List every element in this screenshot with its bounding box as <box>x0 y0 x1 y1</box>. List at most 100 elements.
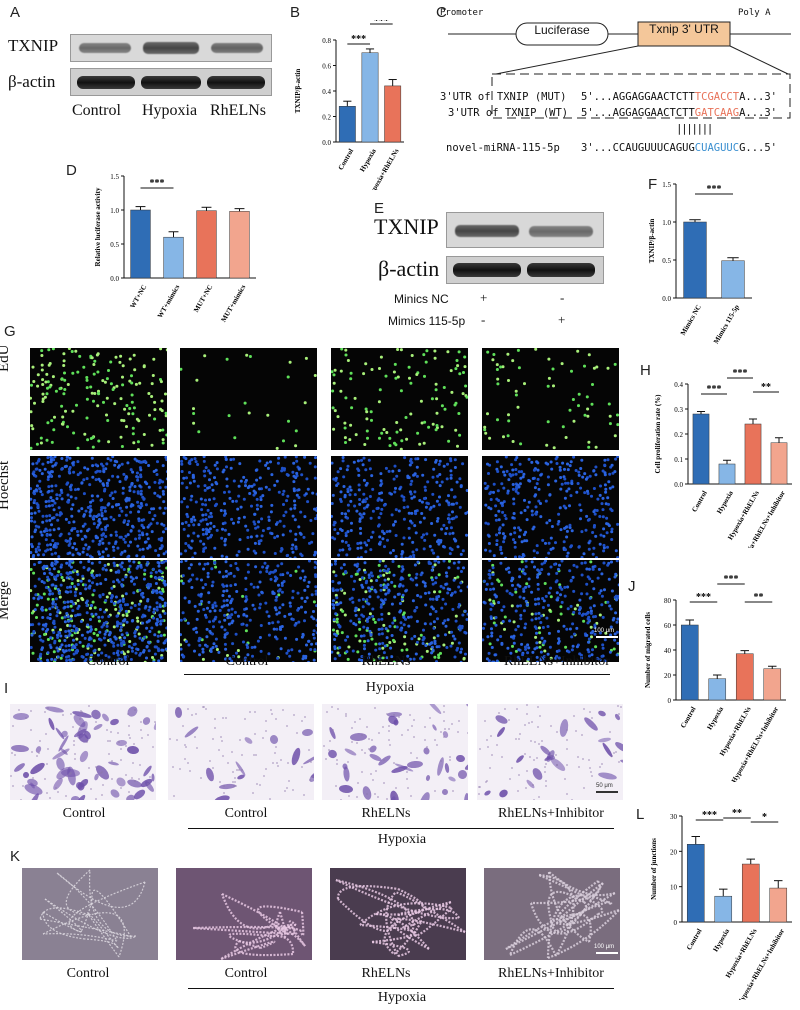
pairing-bars: ||||||| <box>676 122 713 135</box>
k-image-c2 <box>330 868 466 960</box>
chart-d-ytick-label: 1.0 <box>110 207 119 215</box>
chart-f-ylabel: TXNIP/β-actin <box>648 219 656 264</box>
chart-d-bar-2 <box>196 210 217 279</box>
panel-label-k: K <box>10 848 21 865</box>
chart-f: 0.0 0.5 1.0 1.5 TXNIP/β-actin Mimics NC Mimics… <box>648 181 752 345</box>
blot-e-row-actin: β-actin <box>378 256 440 281</box>
blot-a-actin-strip <box>70 68 272 96</box>
mut-seq-label: 3'UTR of TXNIP (MUT) <box>440 91 567 103</box>
chart-h-sig-text-0: *** <box>707 384 722 395</box>
chart-h-ylabel: Cell proliferation rate (%) <box>654 394 662 474</box>
i-col-control: Control <box>62 806 106 821</box>
chart-d-bar-0 <box>130 209 151 279</box>
k-hypoxia-label: Hypoxia <box>377 990 427 1005</box>
chart-j-sig-text-2: ** <box>754 592 764 603</box>
panel-label-g: G <box>4 323 16 340</box>
blot-a-lane-control: Control <box>72 102 121 119</box>
chart-j-ytick-label: 80 <box>664 597 672 605</box>
chart-j-xtick-label-0: Control <box>679 705 698 729</box>
wt-seq-label: 3'UTR of TXNIP (WT) <box>448 107 569 119</box>
chart-h-bar-2 <box>744 423 762 485</box>
g-hypoxia-label: Hypoxia <box>365 680 415 695</box>
chart-d-xtick-label-2: MUT+NC <box>192 283 214 313</box>
chart-j-ylabel: Number of migrated cells <box>644 612 652 688</box>
chart-h-ytick-label: 0.1 <box>674 456 683 464</box>
chart-l-xtick-label-1: Hypoxia <box>712 927 732 953</box>
chart-b-bar-0 <box>338 106 356 143</box>
blot-e-cond1-label: Minics NC <box>394 292 449 306</box>
chart-f-ytick-label: 1.5 <box>662 181 671 189</box>
panel-label-f: F <box>648 176 658 193</box>
chart-f-xtick-label-1: Mimics 115-5p <box>712 303 741 345</box>
chart-h-bar-1 <box>718 463 736 485</box>
blot-e-c2-l1: - <box>481 312 486 327</box>
chart-h-xtick-label-1: Hypoxia <box>715 489 735 515</box>
utr-label: Txnip 3' UTR <box>649 22 719 36</box>
chart-j-sig-text-1: *** <box>724 574 739 585</box>
chart-l-bar-0 <box>686 844 705 923</box>
panel-label-b: B <box>290 4 301 21</box>
chart-d-ytick-label: 0.5 <box>110 241 119 249</box>
chart-f-ytick-label: 0.5 <box>662 257 671 265</box>
chart-f-bar-1 <box>721 260 745 299</box>
chart-j-ytick-label: 0 <box>668 697 672 705</box>
panel-label-i: I <box>4 680 9 697</box>
chart-h: 0.0 0.1 0.2 0.3 0.4 Cell proliferation rate (… <box>654 368 792 548</box>
chart-f-sig-text-0: *** <box>707 184 722 195</box>
g-image-r1-c3 <box>482 456 619 558</box>
chart-l: 0 10 20 30 Number of junctions Control Hypoxia… <box>650 808 792 1000</box>
i-scale-bar <box>596 791 618 793</box>
blot-a-lane-hypoxia: Hypoxia <box>142 102 198 119</box>
chart-d-xtick-label-3: MUT+mimics <box>220 283 248 323</box>
chart-l-bar-1 <box>714 895 733 923</box>
chart-j-bar-1 <box>708 678 727 701</box>
blot-e-cond2-label: Mimics 115-5p <box>388 314 466 328</box>
i-image-c2 <box>322 704 468 800</box>
chart-d-ytick-label: 1.5 <box>110 173 119 181</box>
chart-j-ytick-label: 20 <box>664 672 672 680</box>
chart-d-ytick-label: 0.0 <box>110 275 119 283</box>
g-image-r2-c3 <box>482 560 619 662</box>
i-image-c0 <box>10 704 156 800</box>
chart-h-sig-text-2: ** <box>761 382 771 393</box>
blot-e-c1-l1: + <box>480 290 488 305</box>
g-row-hoechst: Hoechst <box>0 460 12 510</box>
blot-a-row-actin: β-actin <box>8 72 56 91</box>
chart-b-xtick-label-1: Hypoxia <box>358 147 378 173</box>
chart-b-xtick-label-0: Control <box>337 147 356 171</box>
k-col-control: Control <box>66 966 110 981</box>
i-col-rhelns-inhibitor: RhELNs+Inhibitor <box>498 806 604 821</box>
chart-j-bar-0 <box>680 624 699 701</box>
i-hypoxia-line <box>188 828 614 829</box>
chart-b-ytick-label: 0.0 <box>322 139 331 147</box>
panel-c-construct-diagram <box>448 21 791 119</box>
i-col-hyp-control: Control <box>224 806 268 821</box>
chart-b-ytick-label: 0.4 <box>322 88 331 96</box>
k-hypoxia-line <box>188 988 614 989</box>
blot-e-txnip-strip <box>446 212 604 248</box>
i-scale-text: 50 μm <box>596 783 613 789</box>
chart-l-ylabel: Number of junctions <box>650 838 658 900</box>
g-col-hyp-control: Control <box>225 654 269 669</box>
mirna-label: novel-miRNA-115-5p <box>446 142 560 154</box>
g-image-r1-c1 <box>180 456 317 558</box>
chart-b-sig-text-1: *** <box>374 20 389 27</box>
chart-l-xtick-label-3: Hypoxia+RhELNs+Inhibitor <box>736 927 786 1000</box>
chart-j-bar-2 <box>735 653 754 701</box>
chart-l-sig-text-0: *** <box>702 810 717 821</box>
polya-label: Poly A <box>738 8 771 18</box>
chart-l-ytick-label: 10 <box>670 884 678 892</box>
k-col-hyp-control: Control <box>224 966 268 981</box>
g-image-r0-c0 <box>30 348 167 450</box>
chart-h-bar-0 <box>692 413 710 485</box>
chart-f-xtick-label-0: Mimics NC <box>679 303 703 336</box>
chart-h-ytick-label: 0.3 <box>674 406 683 414</box>
chart-f-ytick-label: 0.0 <box>662 295 671 303</box>
k-image-c1 <box>176 868 312 960</box>
chart-l-xtick-label-0: Control <box>685 927 704 951</box>
g-image-r2-c2 <box>331 560 468 662</box>
mirna-seq: 3'...CCAUGUUUCAGUGCUAGUUCG...5' <box>581 142 777 154</box>
i-col-rhelns: RhELNs <box>361 806 411 821</box>
g-image-r1-c0 <box>30 456 167 558</box>
chart-b-ytick-label: 0.6 <box>322 63 331 71</box>
